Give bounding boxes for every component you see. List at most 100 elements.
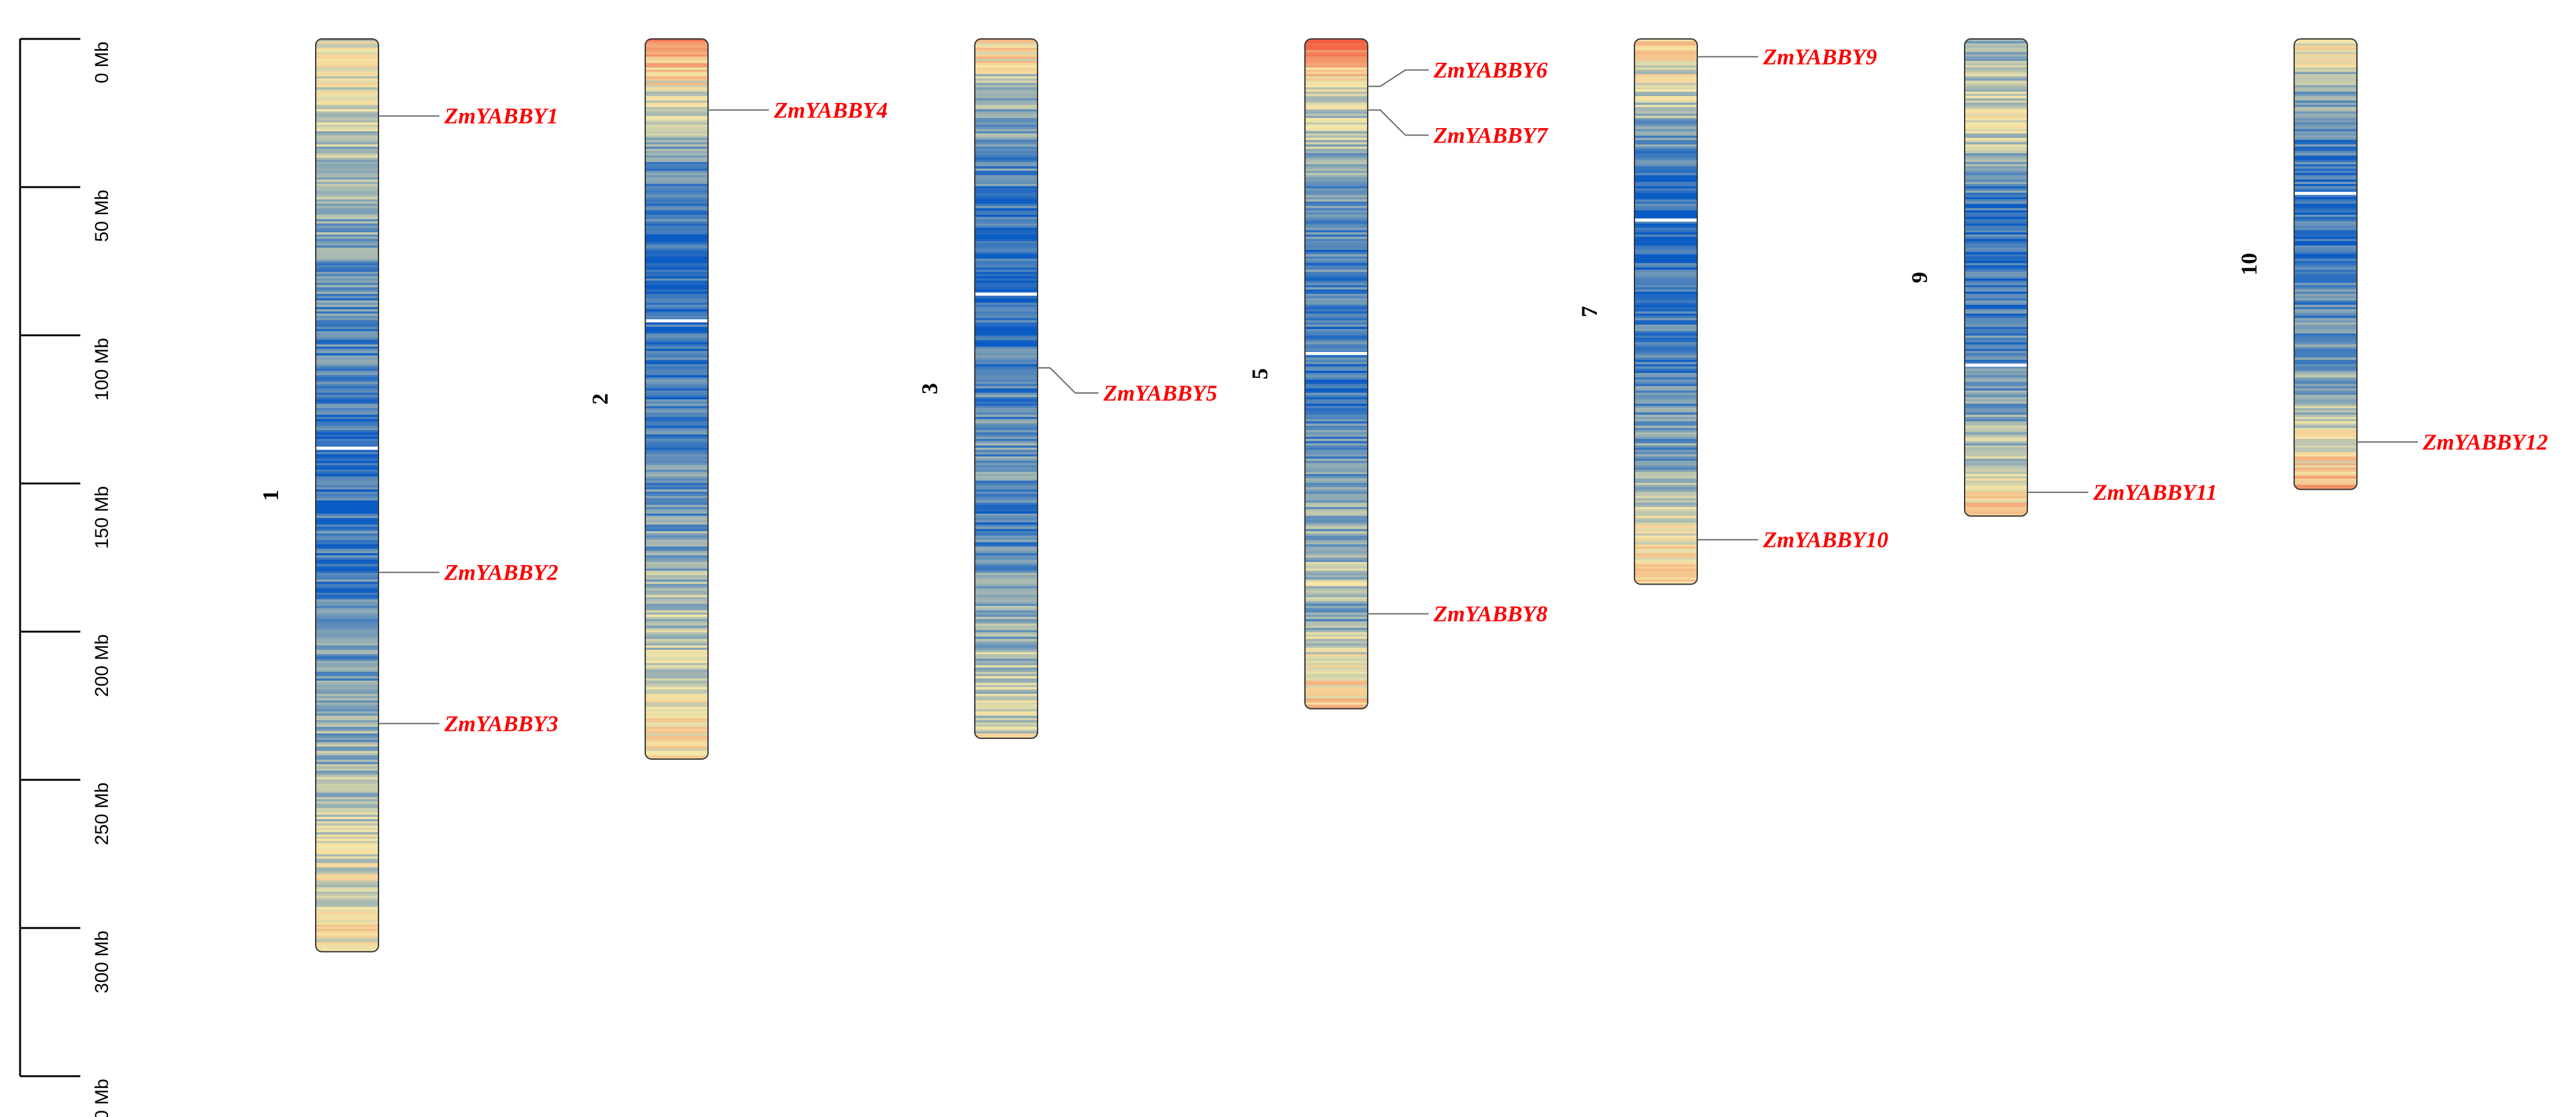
density-band — [1965, 353, 2027, 356]
density-band — [645, 652, 708, 655]
chromosome-5: 5 — [1247, 38, 1368, 710]
density-band — [975, 654, 1038, 657]
density-band — [316, 246, 378, 249]
density-band — [645, 663, 708, 666]
density-band — [1634, 452, 1697, 455]
density-band — [316, 105, 378, 108]
density-band — [1965, 87, 2027, 90]
density-band — [1634, 410, 1697, 413]
density-band — [1965, 338, 2027, 341]
density-band — [975, 463, 1038, 466]
density-band — [2294, 228, 2357, 231]
density-band — [975, 39, 1038, 42]
density-band — [645, 48, 708, 51]
density-band — [1305, 193, 1368, 196]
density-band — [1634, 129, 1697, 132]
density-band — [975, 326, 1038, 330]
gene-leader-line — [1368, 69, 1429, 87]
density-band — [1965, 158, 2027, 161]
density-band — [1634, 456, 1697, 460]
density-band — [2294, 153, 2357, 156]
density-band — [975, 221, 1038, 224]
density-band — [316, 740, 378, 743]
density-band — [645, 159, 708, 163]
density-band — [316, 426, 378, 429]
density-band — [316, 54, 378, 57]
density-band — [1305, 140, 1368, 143]
density-band — [316, 432, 378, 435]
density-band — [316, 500, 378, 504]
density-band — [1305, 283, 1368, 286]
density-band — [1965, 61, 2027, 64]
density-band — [1965, 278, 2027, 281]
density-band — [645, 289, 708, 293]
density-band — [645, 637, 708, 640]
density-band — [975, 162, 1038, 165]
density-band — [316, 476, 378, 479]
density-band — [975, 386, 1038, 389]
density-band — [1305, 274, 1368, 277]
density-band — [975, 206, 1038, 209]
density-band — [1305, 149, 1368, 152]
density-band — [1965, 215, 2027, 218]
density-band — [2294, 362, 2357, 365]
density-band — [645, 63, 708, 66]
density-band — [1634, 177, 1697, 180]
density-band — [316, 259, 378, 262]
density-band — [1965, 307, 2027, 310]
density-band — [1965, 436, 2027, 440]
density-band — [2294, 450, 2357, 453]
density-band — [316, 193, 378, 196]
density-band — [1634, 329, 1697, 332]
density-band — [1305, 199, 1368, 202]
density-band — [1305, 544, 1368, 548]
density-band — [1634, 338, 1697, 341]
density-band — [316, 296, 378, 299]
density-band — [645, 645, 708, 649]
density-band — [2294, 404, 2357, 407]
density-band — [1634, 467, 1697, 470]
density-band — [2294, 133, 2357, 136]
density-bands — [1965, 39, 2027, 516]
density-band — [1305, 667, 1368, 671]
density-band — [645, 133, 708, 136]
density-band — [1634, 520, 1697, 523]
density-band — [1305, 232, 1368, 235]
density-band — [975, 619, 1038, 622]
density-band — [1305, 224, 1368, 227]
density-band — [1305, 225, 1368, 229]
density-band — [1305, 634, 1368, 637]
density-band — [1965, 432, 2027, 435]
density-band — [1305, 276, 1368, 279]
density-band — [1634, 142, 1697, 145]
density-band — [1634, 181, 1697, 185]
density-band — [1305, 281, 1368, 284]
density-band — [975, 155, 1038, 158]
density-band — [316, 335, 378, 338]
density-band — [1634, 524, 1697, 527]
density-band — [645, 57, 708, 60]
density-band — [975, 603, 1038, 607]
density-band — [2294, 303, 2357, 306]
density-band — [1305, 250, 1368, 253]
density-band — [975, 542, 1038, 545]
density-band — [316, 927, 378, 930]
density-band — [975, 514, 1038, 517]
density-band — [1965, 41, 2027, 44]
density-band — [645, 388, 708, 391]
density-band — [316, 87, 378, 90]
density-band — [316, 709, 378, 712]
density-band — [1634, 287, 1697, 290]
density-band — [1965, 269, 2027, 273]
density-band — [1965, 72, 2027, 75]
density-band — [975, 360, 1038, 363]
density-band — [645, 753, 708, 756]
density-band — [2294, 202, 2357, 205]
density-band — [1965, 171, 2027, 174]
density-band — [975, 558, 1038, 561]
density-band — [975, 472, 1038, 475]
density-band — [645, 729, 708, 732]
density-band — [316, 915, 378, 919]
density-band — [1634, 78, 1697, 82]
density-band — [316, 555, 378, 558]
